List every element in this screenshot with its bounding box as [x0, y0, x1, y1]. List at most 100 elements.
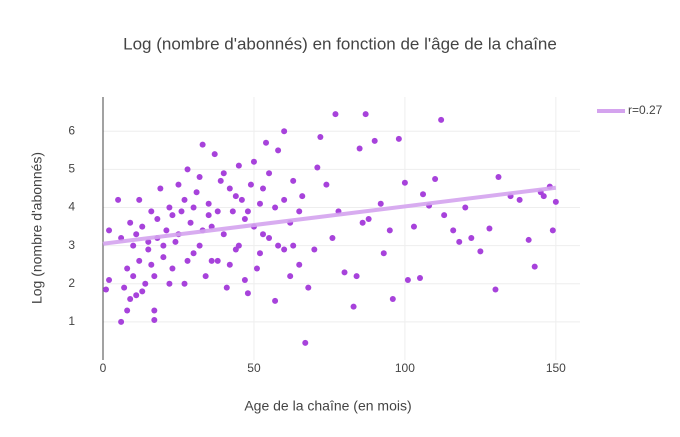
scatter-point: [432, 175, 439, 182]
x-tick-label: 0: [100, 361, 107, 375]
scatter-point: [181, 196, 188, 203]
scatter-point: [163, 227, 170, 234]
scatter-point: [187, 219, 194, 226]
scatter-point: [166, 204, 173, 211]
scatter-point: [172, 238, 179, 245]
scatter-point: [214, 257, 221, 264]
scatter-point: [552, 198, 559, 205]
legend-label: r=0.27: [628, 103, 663, 117]
x-tick-label: 50: [247, 361, 261, 375]
scatter-point: [332, 111, 339, 118]
scatter-point: [329, 235, 336, 242]
scatter-point: [229, 208, 236, 215]
scatter-point: [362, 111, 369, 118]
scatter-point: [151, 316, 158, 323]
scatter-point: [275, 147, 282, 154]
x-tick-label: 100: [395, 361, 415, 375]
scatter-point: [190, 204, 197, 211]
scatter-point: [549, 227, 556, 234]
scatter-point: [205, 200, 212, 207]
scatter-point: [241, 215, 248, 222]
scatter-point: [238, 196, 245, 203]
scatter-point: [371, 137, 378, 144]
scatter-point: [241, 276, 248, 283]
scatter-point: [323, 181, 330, 188]
scatter-point: [486, 225, 493, 232]
scatter-point: [130, 242, 137, 249]
y-axis-title: Log (nombre d'abonnés): [29, 152, 45, 304]
scatter-point: [235, 242, 242, 249]
scatter-point: [462, 204, 469, 211]
scatter-point: [296, 261, 303, 268]
scatter-point: [290, 242, 297, 249]
scatter-point: [127, 219, 134, 226]
scatter-point: [266, 170, 273, 177]
scatter-point: [211, 151, 218, 158]
scatter-point: [296, 208, 303, 215]
scatter-point: [244, 208, 251, 215]
scatter-point: [441, 212, 448, 219]
scatter-point: [121, 284, 128, 291]
scatter-point: [260, 231, 267, 238]
scatter-point: [166, 280, 173, 287]
scatter-point: [356, 145, 363, 152]
scatter-point: [223, 284, 230, 291]
scatter-point: [178, 208, 185, 215]
scatter-point: [353, 273, 360, 280]
scatter-point: [256, 250, 263, 257]
scatter-point: [133, 231, 140, 238]
x-tick-label: 150: [546, 361, 566, 375]
scatter-point: [531, 263, 538, 270]
scatter-point: [136, 257, 143, 264]
y-tick-label: 1: [68, 314, 75, 328]
scatter-point: [196, 242, 203, 249]
scatter-point: [416, 275, 423, 282]
scatter-point: [181, 280, 188, 287]
scatter-point: [492, 286, 499, 293]
scatter-point: [247, 181, 254, 188]
scatter-point: [275, 242, 282, 249]
scatter-point: [290, 177, 297, 184]
scatter-point: [232, 193, 239, 200]
scatter-point: [253, 265, 260, 272]
scatter-point: [199, 141, 206, 148]
scatter-point: [145, 246, 152, 253]
scatter-point: [317, 134, 324, 141]
scatter-point: [250, 158, 257, 165]
x-axis-title: Age de la chaîne (en mois): [244, 398, 411, 414]
scatter-point: [359, 219, 366, 226]
scatter-point: [404, 276, 411, 283]
scatter-point: [311, 246, 318, 253]
scatter-point: [263, 139, 270, 146]
scatter-point: [106, 276, 113, 283]
scatter-point: [157, 185, 164, 192]
scatter-point: [266, 235, 273, 242]
scatter-point: [208, 223, 215, 230]
scatter-point: [124, 265, 131, 272]
scatter-point: [244, 290, 251, 297]
scatter-point: [299, 193, 306, 200]
scatter-point: [226, 185, 233, 192]
scatter-point: [115, 196, 122, 203]
scatter-point: [151, 307, 158, 314]
scatter-point: [302, 339, 309, 346]
y-tick-label: 3: [68, 238, 75, 252]
scatter-point: [226, 261, 233, 268]
scatter-point: [386, 227, 393, 234]
scatter-point: [142, 280, 149, 287]
y-tick-label: 6: [68, 123, 75, 137]
scatter-point: [220, 231, 227, 238]
scatter-point: [350, 303, 357, 310]
scatter-point: [217, 177, 224, 184]
scatter-point: [341, 269, 348, 276]
scatter-point: [184, 166, 191, 173]
scatter-point: [133, 292, 140, 299]
scatter-point: [118, 318, 125, 325]
scatter-point: [456, 238, 463, 245]
scatter-point: [495, 174, 502, 181]
scatter-point: [160, 242, 167, 249]
scatter-point: [175, 181, 182, 188]
scatter-point: [103, 286, 110, 293]
